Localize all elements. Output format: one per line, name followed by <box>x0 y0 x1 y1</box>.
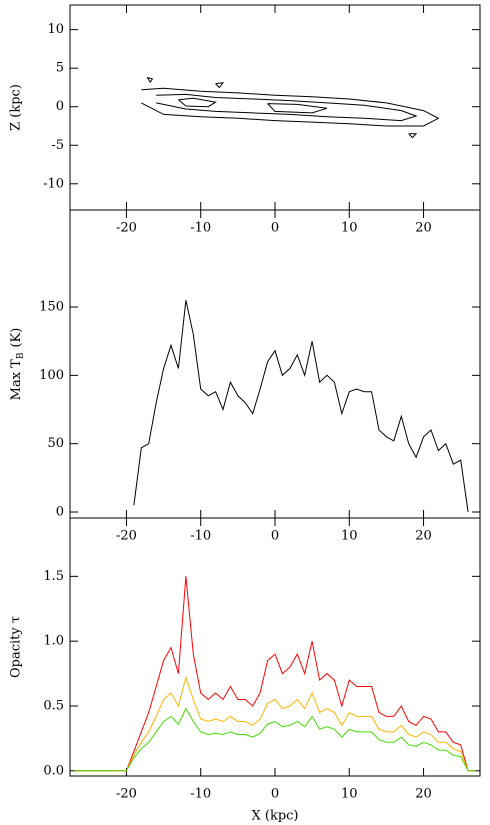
y-tick-label: 0.5 <box>43 698 64 713</box>
y-axis-label-unit: (K) <box>9 328 24 348</box>
x-tick-label: 20 <box>415 787 432 802</box>
contour <box>178 97 217 108</box>
y-tick-label: 10 <box>47 22 64 37</box>
contour <box>215 82 225 89</box>
y-axis-label: Opacity τ <box>9 616 24 678</box>
x-tick-label: 20 <box>415 221 432 236</box>
x-tick-label: 0 <box>271 529 279 544</box>
series-line <box>74 576 476 772</box>
panel-frame <box>69 4 481 211</box>
x-tick-label: -20 <box>116 529 137 544</box>
y-tick-label: 50 <box>47 436 64 451</box>
x-tick-label: -20 <box>116 221 137 236</box>
panel-frame <box>69 517 481 777</box>
y-tick-label: 1.5 <box>43 569 64 584</box>
series-line <box>74 675 476 772</box>
y-tick-label: 0.0 <box>43 763 64 778</box>
y-tick-label: 0 <box>56 504 64 519</box>
contour <box>156 93 418 122</box>
y-axis-label: Max TB (K) <box>9 328 26 401</box>
x-axis-label: X (kpc) <box>251 809 298 824</box>
contour <box>146 76 154 83</box>
series-line <box>133 300 469 513</box>
x-tick-label: 10 <box>341 529 358 544</box>
x-tick-label: 0 <box>271 787 279 802</box>
x-tick-label: 20 <box>415 529 432 544</box>
contour <box>408 133 418 139</box>
contour <box>141 87 440 127</box>
x-tick-label: -10 <box>190 221 211 236</box>
y-axis-label-sub: B <box>16 352 26 359</box>
series-line <box>74 707 476 772</box>
x-tick-label: 0 <box>271 221 279 236</box>
y-axis-label-main: Max T <box>9 359 24 401</box>
y-tick-label: 5 <box>56 61 64 76</box>
x-tick-label: 10 <box>341 221 358 236</box>
contour <box>267 103 328 114</box>
panel-frame <box>69 209 481 519</box>
x-tick-label: 10 <box>341 787 358 802</box>
y-tick-label: 1.0 <box>43 634 64 649</box>
y-tick-label: -10 <box>43 176 64 191</box>
x-tick-label: -10 <box>190 529 211 544</box>
y-tick-label: 0 <box>56 99 64 114</box>
y-tick-label: 100 <box>39 368 64 383</box>
y-axis-label: Z (kpc) <box>9 84 24 131</box>
y-tick-label: -5 <box>51 138 64 153</box>
x-tick-label: -20 <box>116 787 137 802</box>
y-tick-label: 150 <box>39 300 64 315</box>
x-tick-label: -10 <box>190 787 211 802</box>
